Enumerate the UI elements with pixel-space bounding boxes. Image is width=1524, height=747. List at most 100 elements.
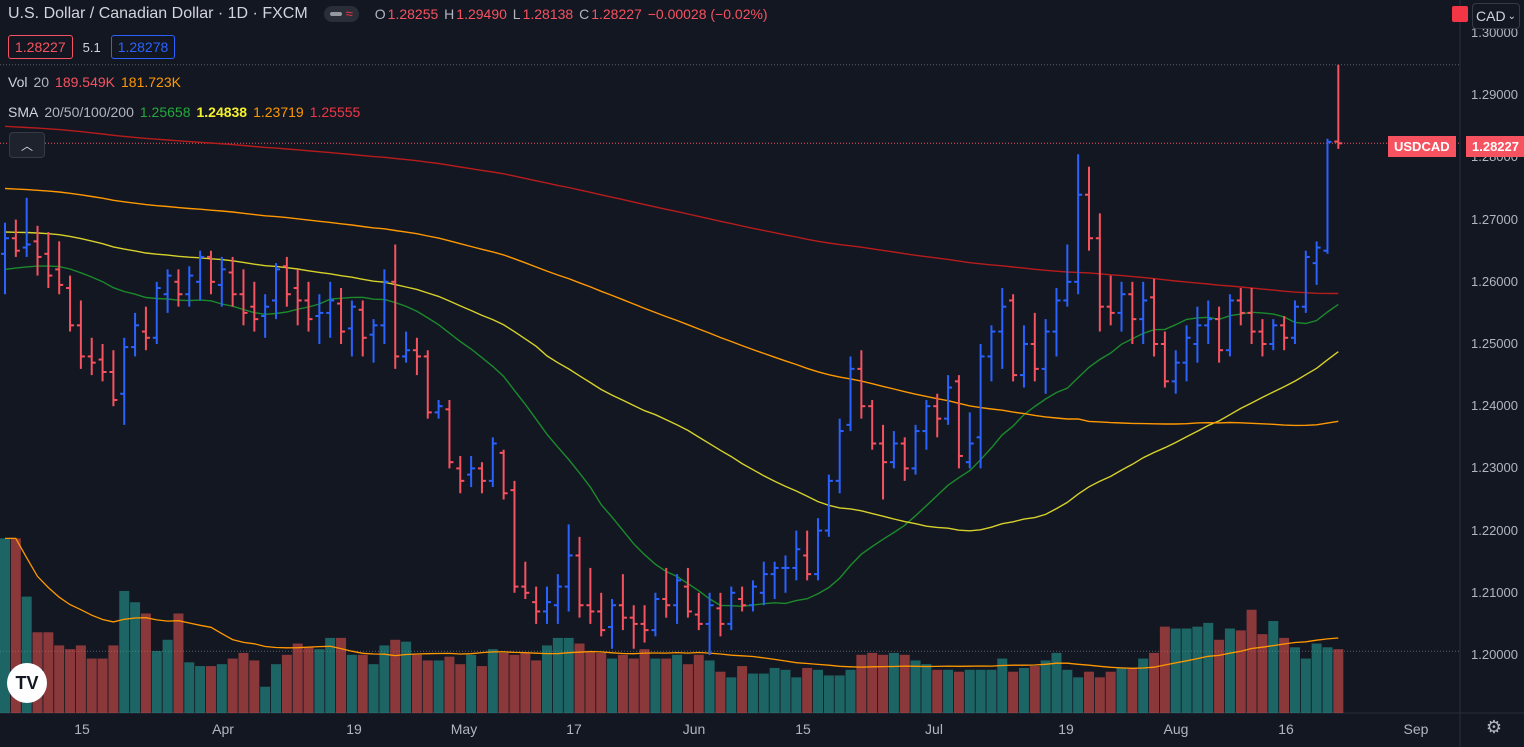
ohlc-bar — [889, 431, 898, 469]
volume-bar — [10, 538, 21, 713]
time-scale-label: 16 — [1278, 721, 1294, 737]
sma100-line — [4, 187, 1339, 427]
ohlc-bar — [1117, 281, 1126, 332]
volume-bar — [845, 669, 856, 713]
volume-bar — [997, 658, 1008, 713]
volume-bar — [379, 645, 390, 713]
volume-bar — [54, 645, 65, 713]
bid-price[interactable]: 1.28227 — [8, 35, 73, 59]
volume-bar — [986, 669, 997, 713]
ohlc-bar — [1106, 275, 1115, 326]
volume-bar — [1268, 621, 1279, 713]
symbol-legend[interactable]: U.S. Dollar / Canadian Dollar · 1D · FXC… — [8, 5, 770, 23]
volume-bar — [1149, 652, 1160, 713]
ohlc-bar — [1247, 288, 1256, 344]
ohlc-bar — [933, 393, 942, 438]
volume-bar — [433, 660, 444, 713]
ohlc-bar — [282, 256, 291, 307]
volume-bar — [1235, 630, 1246, 713]
volume-bar — [682, 664, 693, 713]
time-scale-label: Jul — [925, 721, 943, 737]
sma50-value: 1.24838 — [196, 104, 248, 120]
ohlc-bar — [835, 418, 844, 494]
chevron-up-icon: ︿ — [20, 138, 33, 153]
ohlc-bar — [1290, 300, 1299, 344]
last-price-value: 1.28227 — [1466, 136, 1524, 157]
volume-bar — [769, 667, 780, 713]
ohlc-bar — [250, 281, 259, 332]
low-value: 1.28138 — [522, 6, 574, 22]
ohlc-bar — [618, 574, 627, 631]
collapse-legend-button[interactable]: ︿ — [9, 132, 45, 158]
volume-bar — [1029, 666, 1040, 713]
ohlc-bar — [66, 275, 75, 332]
volume-bar — [21, 596, 32, 713]
volume-bar — [271, 664, 281, 713]
volume-bar — [336, 637, 347, 713]
volume-bar — [661, 658, 672, 713]
volume-bar — [195, 666, 206, 713]
ohlc-bar — [337, 288, 346, 344]
ask-price[interactable]: 1.28278 — [110, 35, 176, 59]
volume-bar — [964, 669, 975, 713]
ohlc-bar — [1301, 250, 1310, 313]
volume-bar — [1322, 647, 1333, 713]
volume-bar — [238, 652, 249, 713]
ohlc-bar — [1215, 306, 1224, 363]
sma-legend[interactable]: SMA 20/50/100/200 1.25658 1.24838 1.2371… — [8, 104, 360, 120]
volume-bar — [693, 654, 704, 713]
ohlc-bar — [662, 567, 671, 618]
volume-bar — [1051, 652, 1062, 713]
volume-bar — [476, 666, 487, 713]
volume-bar — [292, 643, 303, 713]
ohlc-bar — [1074, 154, 1083, 295]
last-price-tag: USDCAD — [1388, 136, 1456, 157]
volume-legend[interactable]: Vol 20 189.549K 181.723K — [8, 74, 181, 90]
symbol-title[interactable]: U.S. Dollar / Canadian Dollar · 1D · FXC… — [8, 5, 308, 22]
volume-bar — [227, 658, 238, 713]
volume-bar — [140, 613, 151, 713]
volume-bar — [1116, 667, 1127, 713]
time-scale-label: Aug — [1163, 721, 1189, 737]
volume-bar — [411, 654, 422, 713]
currency-select[interactable]: CAD ⌄ — [1472, 3, 1520, 29]
ohlc-bar — [22, 197, 31, 257]
ohlc-bar — [976, 344, 985, 469]
ohlc-bar — [521, 561, 530, 600]
ohlc-bar — [423, 350, 432, 419]
volume-bar — [1084, 671, 1094, 713]
settings-gear-icon[interactable]: ⚙ — [1485, 717, 1503, 737]
ohlc-bar — [1019, 325, 1028, 388]
ohlc-bar — [1312, 241, 1321, 285]
volume-bar — [498, 652, 509, 713]
ohlc-bar — [1139, 281, 1148, 344]
alert-icon[interactable] — [1452, 6, 1468, 22]
ohlc-bar — [434, 399, 443, 419]
volume-bar — [184, 662, 195, 713]
volume-bar — [43, 632, 54, 713]
ohlc-bar — [543, 586, 551, 624]
time-scale-label: Jun — [682, 721, 706, 737]
volume-bar — [878, 654, 889, 713]
sma20-value: 1.25658 — [139, 104, 191, 120]
ohlc-bar — [727, 586, 736, 631]
tradingview-logo[interactable]: TV — [7, 663, 47, 703]
ohlc-values: O 1.28255 H 1.29490 L 1.28138 C 1.28227 −0.0… — [374, 6, 768, 22]
ohlc-bar — [575, 536, 584, 618]
volume-bar — [1311, 643, 1322, 713]
ohlc-bar — [120, 337, 129, 425]
ohlc-bar — [683, 567, 692, 618]
ohlc-bar — [1193, 306, 1202, 363]
ohlc-bar — [586, 567, 595, 624]
price-scale-label: 1.21000 — [1471, 584, 1518, 600]
volume-bar — [704, 660, 715, 713]
ohlc-bar — [174, 269, 183, 307]
ohlc-bar — [380, 269, 389, 344]
change-value: −0.00028 (−0.02%) — [647, 6, 768, 22]
volume-bar — [205, 666, 216, 713]
ohlc-bar — [272, 263, 280, 320]
volume-bar — [0, 538, 10, 713]
visibility-toggle[interactable]: ≈ — [323, 6, 359, 22]
volume-bar — [899, 654, 910, 713]
